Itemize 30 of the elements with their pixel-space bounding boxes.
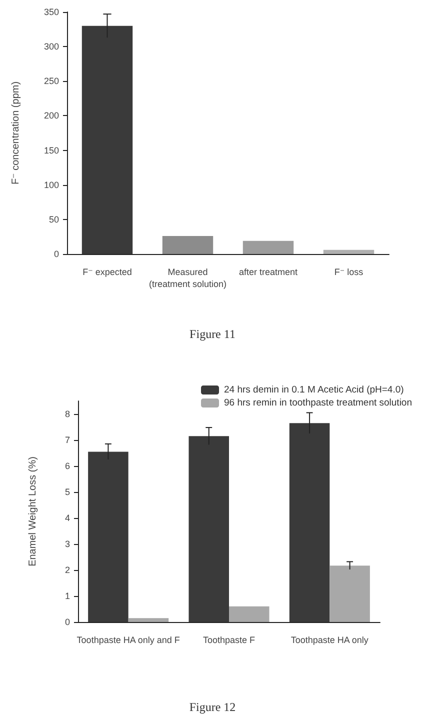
y-tick-label: 4 bbox=[64, 513, 70, 523]
x-tick-label: Measured (treatment solution) bbox=[148, 267, 227, 289]
x-tick-label: Toothpaste F bbox=[202, 635, 256, 645]
y-tick-label: 250 bbox=[44, 76, 59, 86]
caption: Figure 11 bbox=[190, 327, 236, 341]
y-tick-label: 6 bbox=[64, 461, 70, 471]
y-tick-label: 5 bbox=[64, 487, 70, 497]
y-tick-label: 200 bbox=[44, 110, 59, 121]
x-tick-label: Toothpaste HA only bbox=[290, 635, 369, 645]
legend-label: 96 hrs remin in toothpaste treatment solution bbox=[224, 398, 412, 408]
x-tick-label: F⁻ expected bbox=[82, 267, 132, 277]
y-tick-label: 50 bbox=[48, 214, 59, 224]
y-axis-title: F⁻ concentration (ppm) bbox=[10, 81, 22, 185]
y-axis-title: Enamel Weight Loss (%) bbox=[28, 456, 38, 566]
x-tick-label: after treatment bbox=[238, 267, 298, 277]
x-tick-label: F⁻ loss bbox=[334, 267, 364, 277]
y-tick-label: 0 bbox=[54, 249, 59, 259]
y-tick-label: 350 bbox=[44, 7, 59, 17]
caption: Figure 12 bbox=[189, 700, 236, 714]
y-tick-label: 2 bbox=[64, 565, 70, 575]
y-tick-label: 7 bbox=[64, 435, 70, 445]
y-tick-label: 3 bbox=[64, 539, 70, 549]
y-tick-label: 1 bbox=[64, 591, 70, 601]
x-tick-label: Toothpaste HA only and F bbox=[76, 635, 180, 645]
y-tick-label: 100 bbox=[44, 180, 59, 190]
y-tick-label: 0 bbox=[64, 617, 70, 627]
legend-label: 24 hrs demin in 0.1 M Acetic Acid (pH=4.0) bbox=[224, 384, 404, 396]
y-tick-label: 300 bbox=[44, 42, 59, 52]
y-tick-label: 150 bbox=[44, 145, 59, 156]
y-tick-label: 8 bbox=[64, 409, 70, 419]
